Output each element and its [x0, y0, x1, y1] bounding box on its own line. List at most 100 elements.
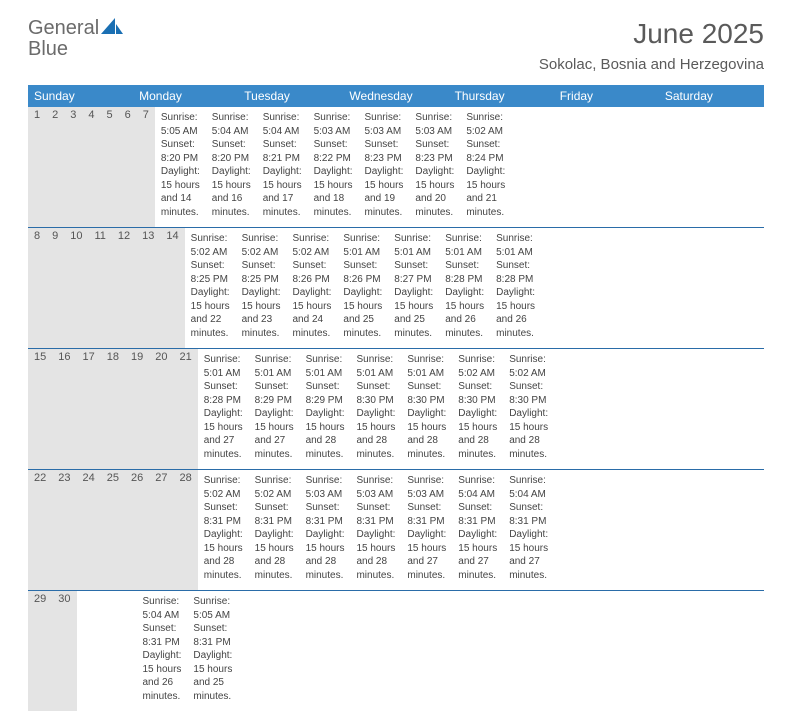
sunrise-text: Sunrise: 5:04 AM — [458, 474, 497, 501]
day-cell: Sunrise: 5:03 AMSunset: 8:23 PMDaylight:… — [359, 107, 410, 227]
brand-word1: General — [28, 17, 99, 39]
day-cell: Sunrise: 5:02 AMSunset: 8:30 PMDaylight:… — [452, 349, 503, 469]
daylight-text: Daylight: 15 hours and 28 minutes. — [306, 528, 345, 582]
sunrise-text: Sunrise: 5:03 AM — [415, 111, 454, 138]
sunset-text: Sunset: 8:30 PM — [356, 380, 395, 407]
sunset-text: Sunset: 8:28 PM — [445, 259, 484, 286]
day-number: 4 — [82, 107, 100, 227]
day-body-row: Sunrise: 5:05 AMSunset: 8:20 PMDaylight:… — [155, 107, 511, 227]
day-cell: Sunrise: 5:04 AMSunset: 8:31 PMDaylight:… — [137, 591, 188, 711]
weekday-header: Saturday — [659, 85, 764, 107]
weekday-header: Wednesday — [343, 85, 448, 107]
day-cell: Sunrise: 5:04 AMSunset: 8:21 PMDaylight:… — [257, 107, 308, 227]
sunset-text: Sunset: 8:23 PM — [415, 138, 454, 165]
day-body-row: Sunrise: 5:02 AMSunset: 8:25 PMDaylight:… — [185, 228, 541, 348]
sunrise-text: Sunrise: 5:03 AM — [314, 111, 353, 138]
weekday-header: Monday — [133, 85, 238, 107]
daylight-text: Daylight: 15 hours and 25 minutes. — [394, 286, 433, 340]
day-cell — [274, 591, 286, 711]
brand-logo: General Blue — [28, 18, 123, 60]
sunset-text: Sunset: 8:28 PM — [496, 259, 535, 286]
sunrise-text: Sunrise: 5:01 AM — [204, 353, 243, 380]
calendar-week: 2930Sunrise: 5:04 AMSunset: 8:31 PMDayli… — [28, 591, 764, 711]
sunset-text: Sunset: 8:31 PM — [509, 501, 548, 528]
sunset-text: Sunset: 8:31 PM — [306, 501, 345, 528]
sunset-text: Sunset: 8:29 PM — [255, 380, 294, 407]
sunset-text: Sunset: 8:31 PM — [255, 501, 294, 528]
daylight-text: Daylight: 15 hours and 28 minutes. — [356, 528, 395, 582]
daylight-text: Daylight: 15 hours and 28 minutes. — [306, 407, 345, 461]
sunrise-text: Sunrise: 5:05 AM — [193, 595, 232, 622]
sunrise-text: Sunrise: 5:03 AM — [306, 474, 345, 501]
weekday-header: Friday — [554, 85, 659, 107]
sunrise-text: Sunrise: 5:02 AM — [242, 232, 281, 259]
sunrise-text: Sunrise: 5:01 AM — [394, 232, 433, 259]
day-number: 14 — [160, 228, 184, 348]
sail-icon — [101, 18, 123, 39]
sunrise-text: Sunrise: 5:01 AM — [445, 232, 484, 259]
day-number-row: 2930 — [28, 591, 137, 711]
day-number: 20 — [149, 349, 173, 469]
day-number: 29 — [28, 591, 52, 711]
day-cell: Sunrise: 5:01 AMSunset: 8:27 PMDaylight:… — [388, 228, 439, 348]
daylight-text: Daylight: 15 hours and 28 minutes. — [204, 528, 243, 582]
calendar-week: 891011121314Sunrise: 5:02 AMSunset: 8:25… — [28, 228, 764, 349]
day-cell — [262, 591, 274, 711]
weekday-header-row: Sunday Monday Tuesday Wednesday Thursday… — [28, 85, 764, 107]
day-number: 25 — [101, 470, 125, 590]
daylight-text: Daylight: 15 hours and 28 minutes. — [356, 407, 395, 461]
day-cell: Sunrise: 5:03 AMSunset: 8:31 PMDaylight:… — [401, 470, 452, 590]
daylight-text: Daylight: 15 hours and 19 minutes. — [365, 165, 404, 219]
day-cell: Sunrise: 5:01 AMSunset: 8:30 PMDaylight:… — [350, 349, 401, 469]
sunrise-text: Sunrise: 5:01 AM — [343, 232, 382, 259]
day-cell: Sunrise: 5:03 AMSunset: 8:31 PMDaylight:… — [300, 470, 351, 590]
day-cell: Sunrise: 5:01 AMSunset: 8:28 PMDaylight:… — [490, 228, 541, 348]
logo-text-block: General Blue — [28, 18, 123, 60]
daylight-text: Daylight: 15 hours and 21 minutes. — [466, 165, 505, 219]
day-number: 17 — [77, 349, 101, 469]
daylight-text: Daylight: 15 hours and 26 minutes. — [445, 286, 484, 340]
sunrise-text: Sunrise: 5:01 AM — [356, 353, 395, 380]
sunrise-text: Sunrise: 5:02 AM — [466, 111, 505, 138]
sunset-text: Sunset: 8:25 PM — [191, 259, 230, 286]
daylight-text: Daylight: 15 hours and 22 minutes. — [191, 286, 230, 340]
sunset-text: Sunset: 8:22 PM — [314, 138, 353, 165]
day-cell: Sunrise: 5:01 AMSunset: 8:29 PMDaylight:… — [249, 349, 300, 469]
day-cell: Sunrise: 5:02 AMSunset: 8:31 PMDaylight:… — [198, 470, 249, 590]
daylight-text: Daylight: 15 hours and 27 minutes. — [458, 528, 497, 582]
day-cell: Sunrise: 5:02 AMSunset: 8:24 PMDaylight:… — [460, 107, 511, 227]
sunset-text: Sunset: 8:31 PM — [407, 501, 446, 528]
sunset-text: Sunset: 8:30 PM — [458, 380, 497, 407]
sunrise-text: Sunrise: 5:01 AM — [496, 232, 535, 259]
sunrise-text: Sunrise: 5:02 AM — [204, 474, 243, 501]
daylight-text: Daylight: 15 hours and 27 minutes. — [407, 528, 446, 582]
day-number — [125, 591, 137, 711]
day-cell: Sunrise: 5:01 AMSunset: 8:29 PMDaylight:… — [300, 349, 351, 469]
location-subtitle: Sokolac, Bosnia and Herzegovina — [539, 56, 764, 73]
day-number-row: 1234567 — [28, 107, 155, 227]
sunrise-text: Sunrise: 5:04 AM — [212, 111, 251, 138]
calendar-week: 1234567Sunrise: 5:05 AMSunset: 8:20 PMDa… — [28, 107, 764, 228]
sunset-text: Sunset: 8:23 PM — [365, 138, 404, 165]
brand-word2: Blue — [28, 38, 68, 60]
title-block: June 2025 Sokolac, Bosnia and Herzegovin… — [539, 18, 764, 73]
day-cell: Sunrise: 5:02 AMSunset: 8:25 PMDaylight:… — [185, 228, 236, 348]
day-number: 26 — [125, 470, 149, 590]
day-number: 27 — [149, 470, 173, 590]
day-number — [101, 591, 113, 711]
sunset-text: Sunset: 8:21 PM — [263, 138, 302, 165]
sunset-text: Sunset: 8:31 PM — [143, 622, 182, 649]
day-body-row: Sunrise: 5:04 AMSunset: 8:31 PMDaylight:… — [137, 591, 299, 711]
day-cell: Sunrise: 5:02 AMSunset: 8:26 PMDaylight:… — [286, 228, 337, 348]
daylight-text: Daylight: 15 hours and 26 minutes. — [143, 649, 182, 703]
calendar-week: 15161718192021Sunrise: 5:01 AMSunset: 8:… — [28, 349, 764, 470]
day-cell: Sunrise: 5:01 AMSunset: 8:28 PMDaylight:… — [439, 228, 490, 348]
weekday-header: Tuesday — [238, 85, 343, 107]
day-number: 15 — [28, 349, 52, 469]
weekday-header: Sunday — [28, 85, 133, 107]
sunset-text: Sunset: 8:31 PM — [204, 501, 243, 528]
day-number: 13 — [136, 228, 160, 348]
daylight-text: Daylight: 15 hours and 14 minutes. — [161, 165, 200, 219]
day-cell: Sunrise: 5:04 AMSunset: 8:20 PMDaylight:… — [206, 107, 257, 227]
sunrise-text: Sunrise: 5:05 AM — [161, 111, 200, 138]
